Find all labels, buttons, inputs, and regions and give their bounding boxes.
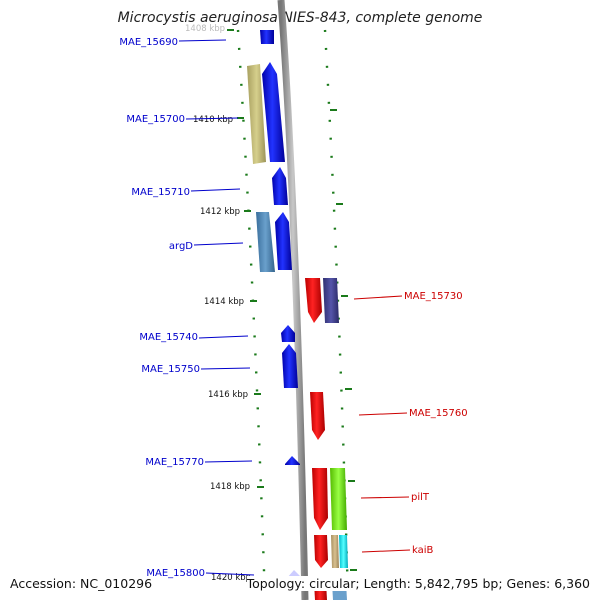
gene-MAE_15710[interactable] bbox=[272, 167, 288, 205]
label-leader bbox=[353, 295, 403, 300]
label-leader bbox=[193, 242, 244, 246]
gene-kaiB-tan[interactable] bbox=[331, 535, 339, 568]
gene-MAE_15690[interactable] bbox=[260, 30, 274, 44]
scale-label: 1408 kbp bbox=[185, 24, 225, 34]
gene-label[interactable]: MAE_15740 bbox=[139, 332, 198, 343]
gene-label[interactable]: MAE_15770 bbox=[145, 457, 204, 468]
gene-label[interactable]: MAE_15750 bbox=[141, 364, 200, 375]
label-leader bbox=[190, 188, 241, 192]
gene-label[interactable]: MAE_15710 bbox=[131, 187, 190, 198]
gene-MAE_15700[interactable] bbox=[262, 62, 285, 162]
gene-label[interactable]: MAE_15760 bbox=[409, 408, 468, 419]
map-title: Microcystis aeruginosa NIES-843, complet… bbox=[117, 10, 483, 26]
gene-MAE_15700-olive[interactable] bbox=[247, 64, 266, 164]
label-leader bbox=[178, 39, 227, 42]
gene-label[interactable]: MAE_15800 bbox=[146, 568, 205, 579]
gene-MAE_15760[interactable] bbox=[310, 392, 325, 440]
gene-label[interactable]: MAE_15730 bbox=[404, 291, 463, 302]
reverse-genes bbox=[305, 278, 348, 600]
scale-label: 1410 kbp bbox=[193, 115, 233, 125]
gene-MAE_15770[interactable] bbox=[285, 456, 300, 465]
gene-argD[interactable] bbox=[275, 212, 292, 270]
gene-label[interactable]: argD bbox=[169, 241, 193, 252]
gene-label[interactable]: MAE_15690 bbox=[119, 37, 178, 48]
gene-argD-companion[interactable] bbox=[256, 212, 275, 272]
scale-label: 1416 kbp bbox=[208, 390, 248, 400]
gene-MAE_15750[interactable] bbox=[282, 344, 298, 388]
gene-kaiB-cyan[interactable] bbox=[339, 535, 348, 568]
gene-kaiB[interactable] bbox=[314, 535, 328, 568]
label-leader bbox=[361, 549, 411, 553]
genome-backbone bbox=[277, 0, 309, 600]
label-leader bbox=[360, 496, 410, 499]
accession-text: Accession: NC_010296 bbox=[10, 576, 153, 591]
gene-pilT[interactable] bbox=[312, 468, 328, 530]
scale-label: 1414 kbp bbox=[204, 297, 244, 307]
gene-MAE_15730-companion[interactable] bbox=[323, 278, 339, 323]
topology-text: Topology: circular; Length: 5,842,795 bp… bbox=[246, 576, 590, 591]
label-leader bbox=[204, 460, 253, 463]
gene-label[interactable]: pilT bbox=[411, 492, 430, 503]
label-leader bbox=[185, 117, 239, 120]
scale-label: 1420 kbp bbox=[211, 573, 251, 583]
label-leader bbox=[358, 412, 408, 416]
gene-MAE_15740[interactable] bbox=[281, 325, 295, 342]
gene-MAE_15730[interactable] bbox=[305, 278, 322, 323]
gene-pilT-companion[interactable] bbox=[330, 468, 347, 530]
label-leader bbox=[198, 335, 249, 339]
scale-label: 1412 kbp bbox=[200, 207, 240, 217]
forward-genes bbox=[247, 30, 302, 580]
scale-ticks bbox=[227, 29, 357, 578]
scale-label: 1418 kbp bbox=[210, 482, 250, 492]
gene-label[interactable]: kaiB bbox=[412, 545, 434, 556]
label-leader bbox=[205, 572, 255, 576]
label-leader bbox=[200, 367, 251, 370]
gene-label[interactable]: MAE_15700 bbox=[126, 114, 185, 125]
